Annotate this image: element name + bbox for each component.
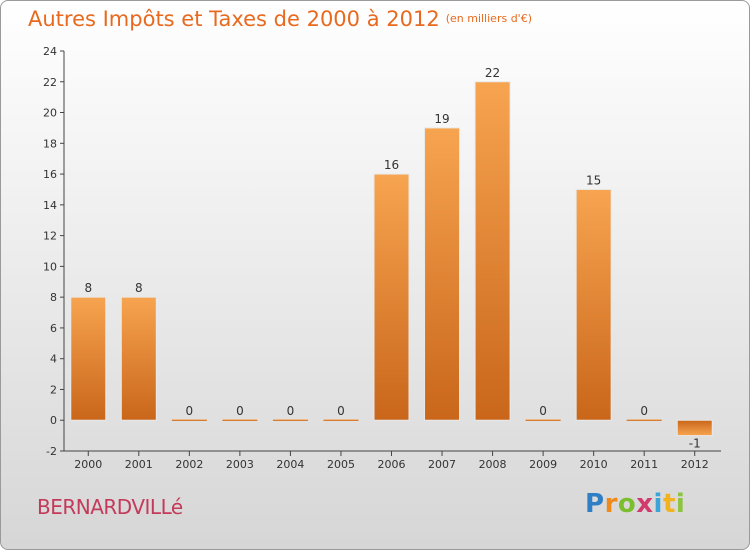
bar (70, 296, 107, 421)
y-tick-label: 8 (50, 291, 57, 304)
x-tick-label: 2008 (479, 458, 507, 471)
bar (171, 419, 207, 421)
data-labels: 8 8 0 0 0 0 16 19 22 0 15 0 -1 (84, 66, 700, 451)
bar-value-label: 8 (84, 281, 92, 295)
bar-value-label: 0 (337, 404, 345, 418)
y-tick-label: 14 (43, 199, 57, 212)
bar (424, 127, 461, 421)
bar-value-label: 19 (434, 112, 449, 126)
bar-value-label: 0 (236, 404, 244, 418)
x-tick-label: 2004 (276, 458, 304, 471)
chart-title-text: Autres Impôts et Taxes de 2000 à 2012 (28, 7, 440, 31)
bar-value-label: 15 (586, 173, 601, 187)
x-tick-label: 2001 (125, 458, 153, 471)
x-tick-label: 2009 (529, 458, 557, 471)
x-tick-label: 2006 (378, 458, 406, 471)
bar (474, 81, 511, 421)
bar (676, 419, 713, 437)
proxiti-logo: Proxiti (585, 489, 686, 519)
bar-value-label: 0 (539, 404, 547, 418)
y-tick-label: -2 (46, 445, 57, 458)
x-tick-label: 2005 (327, 458, 355, 471)
x-tick-label: 2002 (175, 458, 203, 471)
y-tick-label: 18 (43, 137, 57, 150)
y-tick-label: 22 (43, 76, 57, 89)
y-tick-label: 0 (50, 414, 57, 427)
chart-title: Autres Impôts et Taxes de 2000 à 2012 (en… (28, 7, 532, 31)
bar-value-label: 0 (640, 404, 648, 418)
y-tick-label: 10 (43, 260, 57, 273)
bar (626, 419, 662, 421)
x-tick-label: 2007 (428, 458, 456, 471)
bar (120, 296, 157, 421)
bar-value-label: 22 (485, 66, 500, 80)
unit-note: (en milliers d'€) (445, 12, 532, 25)
y-tick-label: 6 (50, 322, 57, 335)
y-tick-label: 4 (50, 353, 57, 366)
bar (373, 173, 410, 421)
bar (525, 419, 561, 421)
bar-value-label: 16 (384, 158, 399, 172)
bar-value-label: 8 (135, 281, 143, 295)
x-tick-label: 2010 (580, 458, 608, 471)
y-tick-label: 16 (43, 168, 57, 181)
x-tick-label: 2012 (681, 458, 709, 471)
commune-name: BERNARDVILLé (37, 495, 183, 519)
y-tick-label: 24 (43, 45, 57, 58)
y-tick-label: 20 (43, 107, 57, 120)
x-tick-label: 2000 (74, 458, 102, 471)
x-tick-label: 2011 (630, 458, 658, 471)
bar-value-label: 0 (287, 404, 295, 418)
y-tick-label: 12 (43, 230, 57, 243)
bars (70, 81, 713, 437)
bar-value-label: -1 (689, 437, 701, 451)
bar (222, 419, 258, 421)
bar (575, 188, 612, 421)
x-tick-label: 2003 (226, 458, 254, 471)
bar (272, 419, 308, 421)
y-tick-label: 2 (50, 383, 57, 396)
bar-value-label: 0 (186, 404, 194, 418)
bar (323, 419, 359, 421)
